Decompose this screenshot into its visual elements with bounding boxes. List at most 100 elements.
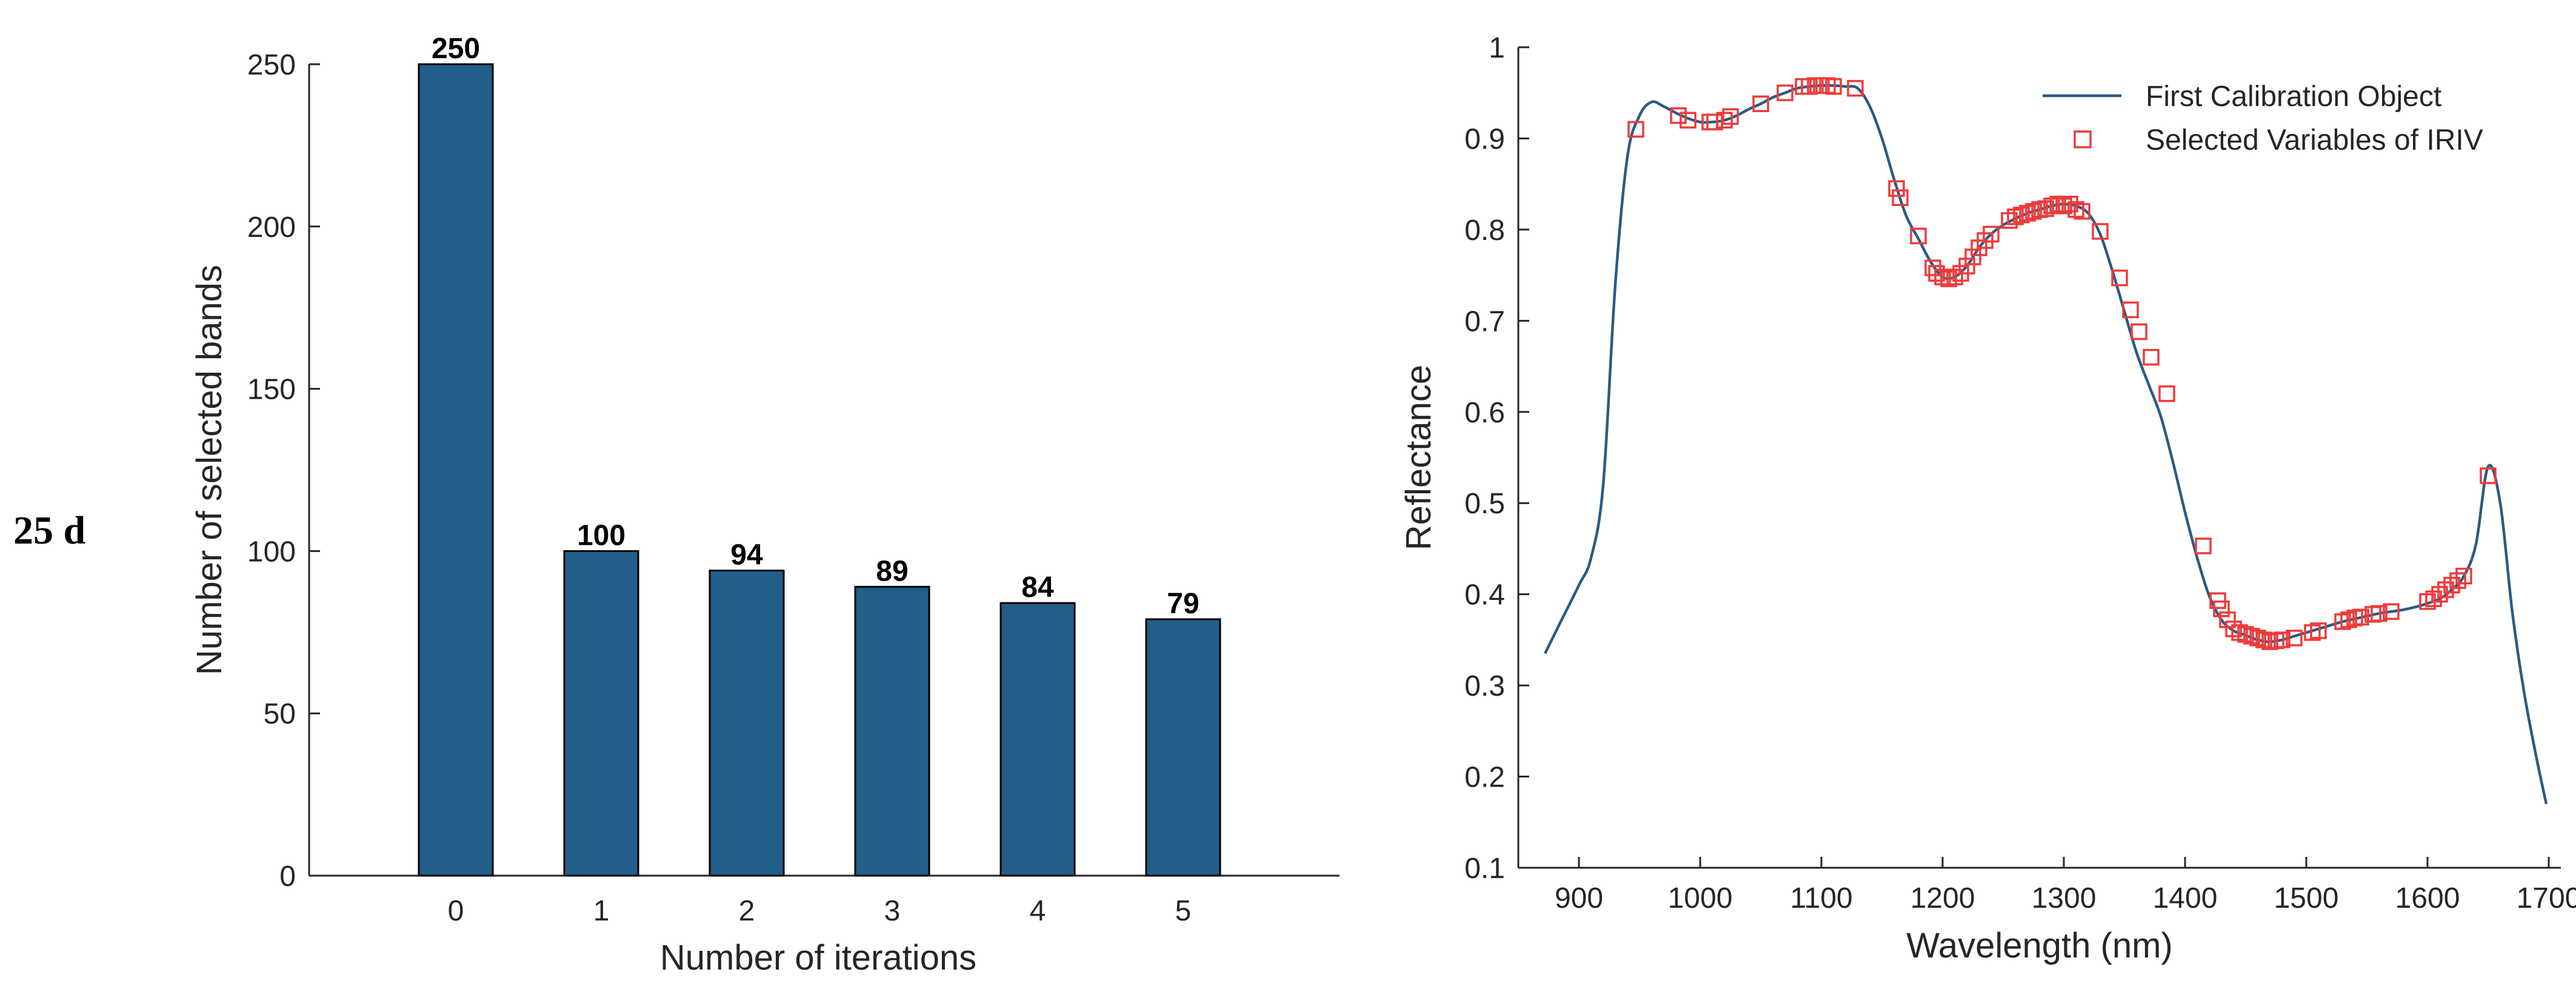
line-y-axis-label: Reflectance (1399, 365, 1438, 550)
line-x-tick-label: 1400 (2153, 882, 2218, 914)
legend-entry-markers: Selected Variables of IRIV (2146, 124, 2483, 156)
bar-y-tick-label: 150 (247, 374, 296, 406)
bar-y-axis-label: Number of selected bands (190, 265, 229, 675)
selected-variable-marker (2449, 572, 2466, 589)
line-x-tick-label: 1500 (2274, 882, 2339, 914)
bar-x-tick-label: 1 (593, 895, 610, 927)
line-x-tick-label: 1700 (2517, 882, 2576, 914)
line-y-tick-label: 0.4 (1464, 579, 1505, 611)
selected-variable-marker (1670, 107, 1687, 124)
selected-variable-marker (1924, 259, 1941, 276)
selected-variable-marker (2037, 200, 2054, 218)
bar-x-tick-label: 0 (448, 895, 464, 927)
bar-x-axis-label: Number of iterations (660, 938, 976, 977)
selected-variable-marker (2480, 467, 2497, 484)
selected-variable-marker (2111, 269, 2128, 287)
line-y-tick-label: 0.8 (1464, 215, 1505, 247)
line-y-tick-label: 0.5 (1464, 488, 1505, 520)
selected-variable-marker (1716, 112, 1733, 129)
selected-variable-marker (2158, 385, 2175, 402)
bar (709, 570, 785, 877)
line-x-tick-label: 1000 (1668, 882, 1733, 914)
selected-variable-marker (2131, 323, 2147, 341)
selected-variable-marker (2304, 624, 2321, 641)
selected-variable-marker (1958, 258, 1975, 275)
selected-variable-marker (2334, 613, 2351, 630)
selected-variable-marker (1928, 265, 1945, 282)
line-y-tick-label: 1 (1489, 32, 1505, 64)
bar-value-label: 100 (577, 519, 626, 551)
bar-x-tick-label: 2 (739, 895, 755, 927)
line-x-tick-label: 1300 (2032, 882, 2097, 914)
selected-variable-marker (2274, 631, 2291, 648)
selected-variable-marker (1892, 189, 1909, 206)
selected-variable-marker (2237, 626, 2254, 643)
selected-variable-marker (2025, 203, 2042, 220)
selected-variable-marker (2019, 205, 2036, 222)
line-x-axis-label: Wavelength (nm) (1906, 926, 2172, 965)
selected-variable-marker (1983, 225, 2000, 243)
selected-variable-marker (2001, 212, 2018, 229)
selected-variable-marker (2231, 624, 2248, 641)
line-y-tick-label: 0.7 (1464, 305, 1505, 338)
selected-variable-marker (1888, 180, 1905, 197)
selected-variable-marker (2286, 630, 2303, 647)
bar-x-tick-label: 4 (1030, 895, 1046, 927)
bar (563, 550, 639, 877)
selected-variable-marker (1910, 227, 1927, 245)
selected-variable-marker (2074, 203, 2090, 220)
legend-entry-line: First Calibration Object (2146, 81, 2441, 113)
selected-variable-marker (2310, 622, 2327, 639)
bar-y-tick-label: 0 (279, 861, 296, 893)
line-y-tick-label: 0.6 (1464, 397, 1505, 429)
selected-variable-marker (2443, 576, 2460, 594)
line-x-tick-label: 1100 (1790, 882, 1852, 914)
line-y-tick-label: 0.1 (1464, 853, 1505, 885)
selected-variable-marker (2049, 196, 2066, 213)
selected-variable-marker (1964, 248, 1981, 265)
line-y-tick-label: 0.9 (1464, 123, 1505, 155)
selected-variable-marker (2371, 605, 2387, 622)
bar-x-tick-label: 3 (884, 895, 901, 927)
selected-variable-marker (1934, 268, 1951, 285)
bar-y-tick-label: 200 (247, 211, 296, 244)
selected-variable-marker (2225, 621, 2242, 637)
bar-value-label: 89 (876, 555, 908, 587)
selected-variable-marker (2455, 567, 2472, 585)
bar-x-tick-label: 5 (1175, 895, 1192, 927)
selected-variable-marker (1680, 112, 1697, 129)
line-x-tick-label: 1600 (2395, 882, 2460, 914)
bar-value-label: 94 (730, 539, 763, 571)
selected-variable-marker (2352, 608, 2369, 626)
line-y-tick-label: 0.2 (1464, 762, 1505, 794)
selected-variable-marker (2092, 223, 2109, 240)
selected-variable-marker (2255, 631, 2272, 648)
spectrum-line (1543, 84, 2548, 805)
bar-value-label: 84 (1021, 571, 1054, 604)
legend: First Calibration Object Selected Variab… (2043, 81, 2483, 156)
selected-variable-marker (2219, 611, 2236, 628)
selected-variable-marker (1722, 108, 1739, 125)
selected-variable-marker (2213, 600, 2230, 618)
selected-variable-marker (2340, 611, 2357, 628)
bar-value-label: 250 (432, 33, 480, 65)
bar-y-tick-label: 250 (247, 49, 296, 81)
selected-variable-marker (2437, 581, 2454, 598)
panel-label: 25 d (13, 508, 86, 553)
legend-marker-swatch (2074, 130, 2092, 148)
selected-variable-marker (2122, 301, 2139, 319)
selected-variable-marker (2013, 207, 2030, 224)
selected-variable-marker (1946, 268, 1963, 285)
bar-y-tick-label: 50 (264, 698, 296, 730)
bar (854, 585, 930, 877)
bar (999, 602, 1076, 877)
selected-variable-marker (2249, 630, 2266, 647)
selected-variable-marker (2143, 348, 2160, 366)
line-y-tick-label: 0.3 (1464, 670, 1505, 702)
selected-variable-marker (1847, 79, 1864, 97)
selected-variable-marker (1752, 95, 1769, 113)
selected-variable-marker (1940, 270, 1957, 287)
line-x-tick-label: 1200 (1910, 882, 1975, 914)
